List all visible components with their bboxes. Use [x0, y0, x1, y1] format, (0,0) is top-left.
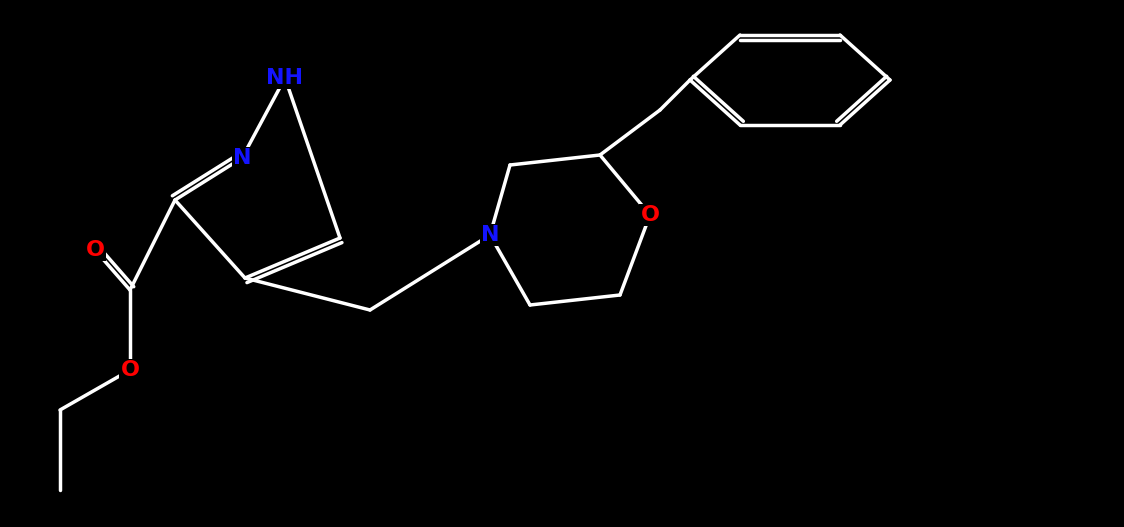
- Text: N: N: [233, 148, 252, 168]
- Text: O: O: [120, 360, 139, 380]
- Text: N: N: [481, 225, 499, 245]
- Text: O: O: [641, 205, 660, 225]
- Text: O: O: [85, 240, 105, 260]
- Text: NH: NH: [266, 68, 303, 88]
